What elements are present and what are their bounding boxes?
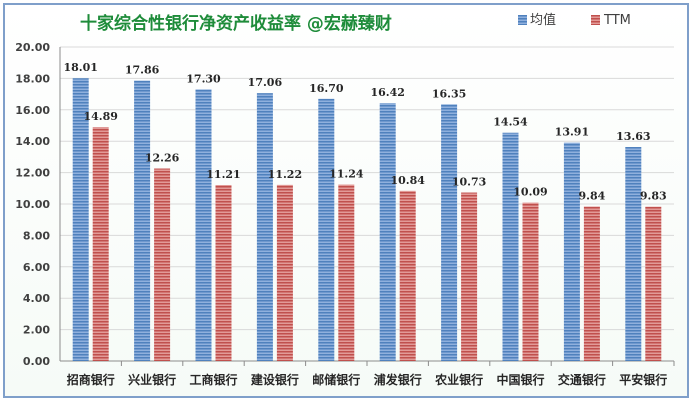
bar-series-1 bbox=[318, 98, 335, 361]
data-label: 11.24 bbox=[329, 168, 364, 181]
data-label: 14.54 bbox=[493, 116, 528, 129]
bar-series-2 bbox=[154, 168, 171, 361]
y-tick-label: 10.00 bbox=[15, 198, 50, 211]
bar-series-1 bbox=[625, 147, 642, 361]
data-label: 13.63 bbox=[616, 130, 650, 143]
data-label: 16.70 bbox=[309, 82, 344, 95]
data-label: 16.42 bbox=[370, 86, 404, 99]
data-label: 10.84 bbox=[390, 174, 425, 187]
x-tick-label: 工商银行 bbox=[189, 372, 237, 387]
y-tick-label: 8.00 bbox=[23, 229, 50, 242]
x-tick-label: 平安银行 bbox=[619, 372, 667, 387]
y-tick-label: 4.00 bbox=[23, 292, 50, 305]
data-label: 17.30 bbox=[186, 72, 221, 85]
bar-series-1 bbox=[256, 93, 273, 362]
data-label: 17.06 bbox=[248, 76, 283, 89]
x-axis-ticks: 招商银行 兴业银行 工商银行 建设银行 邮储银行 浦发银行 农业银行 中国银行 交通银行 平安银行 bbox=[67, 361, 675, 387]
data-label: 9.84 bbox=[579, 190, 606, 203]
legend-label-series-1: 均值 bbox=[530, 12, 556, 28]
y-tick-label: 0.00 bbox=[23, 355, 50, 368]
y-tick-label: 2.00 bbox=[23, 324, 50, 337]
data-label: 11.21 bbox=[206, 168, 240, 181]
data-label: 18.01 bbox=[63, 61, 97, 74]
bar-series-2 bbox=[583, 206, 600, 361]
bar-series-2 bbox=[461, 192, 478, 361]
bar-series-1 bbox=[134, 80, 151, 362]
bar-series-2 bbox=[215, 185, 232, 361]
data-label: 10.09 bbox=[513, 186, 547, 199]
gridlines bbox=[59, 46, 674, 362]
bar-series-1 bbox=[441, 104, 458, 362]
bar-series-1 bbox=[195, 89, 212, 361]
data-label: 13.91 bbox=[555, 126, 589, 139]
x-tick-label: 浦发银行 bbox=[374, 372, 422, 387]
legend-label-series-2: TTM bbox=[603, 13, 631, 28]
data-labels: 18.01 14.89 17.86 12.26 17.30 11.21 17.06 11.22… bbox=[63, 61, 666, 202]
bar-series-2 bbox=[522, 202, 539, 361]
x-tick-label: 招商银行 bbox=[67, 372, 115, 387]
data-label: 12.26 bbox=[145, 152, 180, 165]
data-label: 16.35 bbox=[432, 87, 466, 100]
y-tick-label: 16.00 bbox=[15, 104, 50, 117]
y-axis-ticks: 0.00 2.00 4.00 6.00 8.00 10.00 12.00 14.00 16.00… bbox=[15, 41, 50, 368]
data-label: 9.83 bbox=[640, 190, 667, 203]
x-tick-label: 中国银行 bbox=[496, 372, 544, 387]
x-tick-label: 兴业银行 bbox=[128, 372, 176, 387]
bar-series-1 bbox=[379, 103, 396, 362]
y-tick-label: 12.00 bbox=[15, 167, 50, 180]
x-tick-label: 交通银行 bbox=[558, 372, 606, 387]
x-tick-label: 邮储银行 bbox=[312, 372, 360, 387]
chart-title: 十家综合性银行净资产收益率 @宏赫臻财 bbox=[80, 13, 392, 34]
x-tick-label: 农业银行 bbox=[434, 372, 483, 387]
y-tick-label: 18.00 bbox=[15, 72, 50, 85]
data-label: 10.73 bbox=[452, 176, 486, 189]
bar-series-1 bbox=[502, 132, 519, 361]
data-label: 11.22 bbox=[268, 168, 302, 181]
data-label: 14.89 bbox=[83, 110, 117, 123]
x-tick-label: 建设银行 bbox=[250, 372, 299, 387]
bar-series-1 bbox=[563, 142, 580, 361]
data-label: 17.86 bbox=[125, 64, 160, 77]
legend-swatch-series-2 bbox=[591, 15, 600, 25]
chart-legend: 均值 TTM bbox=[518, 12, 631, 28]
bar-series-2 bbox=[399, 190, 416, 361]
bar-series-2 bbox=[276, 184, 293, 361]
y-tick-label: 20.00 bbox=[15, 41, 50, 54]
y-tick-label: 14.00 bbox=[15, 135, 50, 148]
bar-series-2 bbox=[92, 127, 109, 362]
bar-series-2 bbox=[338, 184, 355, 361]
bars bbox=[72, 78, 662, 362]
legend-swatch-series-1 bbox=[518, 15, 527, 25]
y-tick-label: 6.00 bbox=[23, 261, 50, 274]
bar-series-1 bbox=[72, 78, 89, 362]
bar-series-2 bbox=[645, 206, 662, 361]
